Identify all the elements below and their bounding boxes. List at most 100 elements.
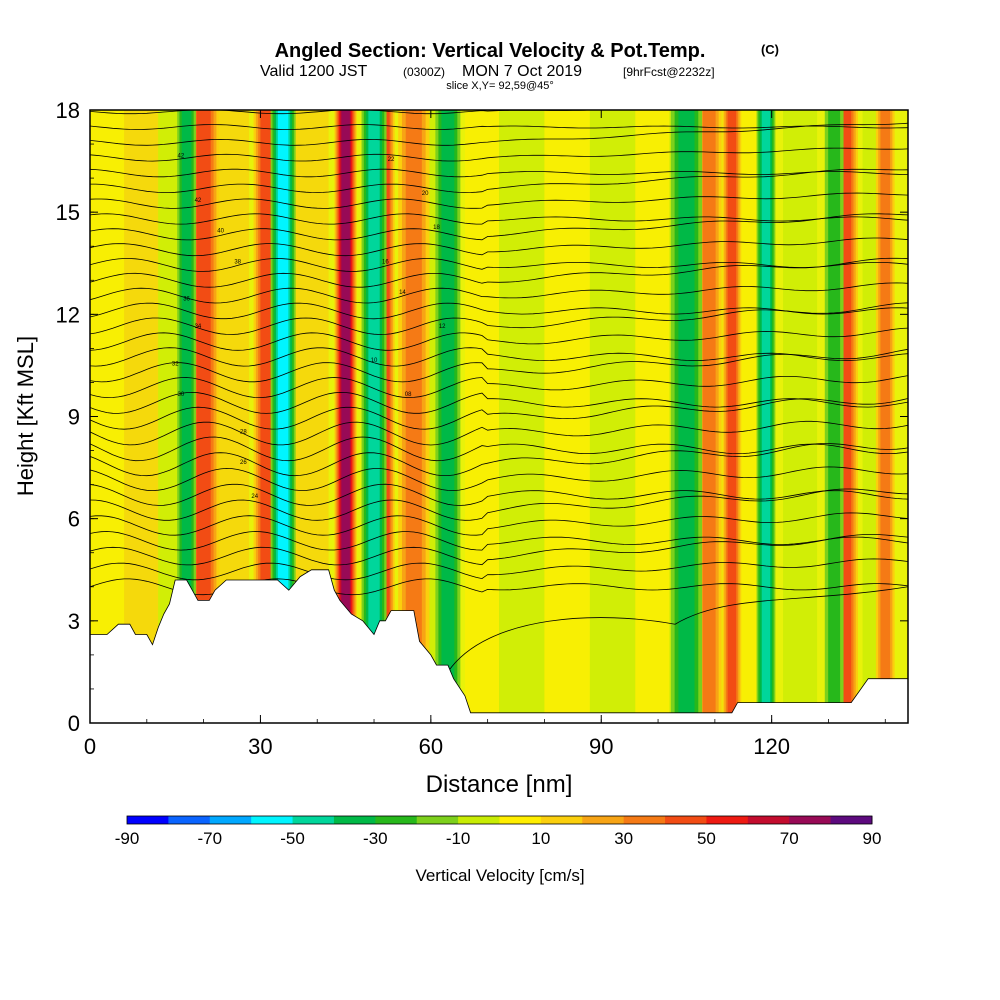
colorbar-swatch [209, 816, 252, 824]
downdraft-core [761, 110, 771, 723]
colorbar-tick-label: -10 [446, 829, 471, 848]
theta-contour [90, 168, 908, 178]
updraft-core [702, 110, 716, 723]
theta-label: 18 [433, 225, 440, 231]
colorbar-swatch [665, 816, 707, 824]
plot-area: 42 42 40 38 36 34 32 30 28 26 24 22 20 18 16 14 12 10 08 [90, 110, 908, 723]
theta-label: 20 [422, 191, 429, 197]
theta-label: 36 [183, 297, 190, 303]
chart-title: Angled Section: Vertical Velocity & Pot.… [275, 40, 706, 62]
vv-band [158, 110, 181, 723]
subtitle-fcst: [9hrFcst@2232z] [623, 65, 715, 79]
colorbar-swatch [416, 816, 459, 824]
updraft-core [196, 110, 211, 723]
vv-band [544, 110, 590, 723]
updraft-core [341, 110, 350, 723]
theta-contour [90, 391, 908, 414]
x-tick-label: 0 [84, 734, 96, 759]
colorbar-swatch [168, 816, 211, 824]
updraft-core [727, 110, 737, 723]
theta-contour [90, 398, 908, 430]
colorbar-swatch [830, 816, 873, 824]
vv-band [124, 110, 159, 723]
y-tick-label: 3 [68, 609, 80, 634]
downdraft-core [828, 110, 841, 723]
downdraft-core [277, 110, 289, 723]
colorbar-swatch [251, 816, 294, 824]
vv-band [635, 110, 670, 723]
colorbar-swatch [127, 816, 169, 824]
colorbar-tick-label: -70 [197, 829, 222, 848]
colorbar-swatch [458, 816, 500, 824]
colorbar-tick-label: -90 [115, 829, 140, 848]
theta-contour [90, 420, 908, 446]
colorbar-label: Vertical Velocity [cm/s] [415, 866, 584, 885]
y-tick-label: 6 [68, 507, 80, 532]
colorbar-tick-label: 50 [697, 829, 716, 848]
theta-label: 28 [240, 430, 247, 436]
colorbar-tick-label: 70 [780, 829, 799, 848]
theta-label: 42 [178, 154, 185, 160]
potential-temperature-contours: 42 42 40 38 36 34 32 30 28 26 24 22 20 18 16 14 12 10 08 [90, 110, 908, 673]
theta-contour [90, 124, 908, 130]
slice-label: slice X,Y= 92,59@45° [446, 80, 554, 92]
colorbar-swatch [789, 816, 832, 824]
theta-label: 38 [234, 259, 241, 265]
theta-label: 08 [405, 392, 412, 398]
updraft-core [839, 110, 852, 723]
theta-contour [90, 375, 908, 399]
theta-contour [90, 147, 908, 162]
colorbar-swatch [375, 816, 418, 824]
x-axis-label: Distance [nm] [426, 771, 573, 798]
theta-contour [90, 302, 908, 320]
theta-contour [90, 213, 908, 225]
vv-band [589, 110, 636, 723]
theta-contour [90, 443, 908, 477]
updraft-core [405, 110, 422, 723]
theta-contour [90, 436, 908, 462]
theta-contour [90, 168, 908, 194]
downdraft-core [181, 110, 192, 723]
theta-label: 30 [178, 392, 185, 398]
theta-label: 26 [240, 460, 247, 466]
subtitle-utc: (0300Z) [403, 65, 445, 79]
theta-contour [90, 192, 908, 209]
downdraft-core [678, 110, 695, 723]
updraft-core [880, 110, 891, 723]
downdraft-core [441, 110, 455, 723]
subtitle-date: MON 7 Oct 2019 [462, 63, 582, 80]
theta-label: 22 [388, 157, 395, 163]
theta-contour [90, 483, 908, 506]
theta-contour [90, 488, 908, 521]
theta-contour [90, 302, 908, 335]
downdraft-core [368, 110, 380, 723]
y-axis-label: Height [Kft MSL] [13, 336, 38, 496]
colorbar-tick-label: 10 [531, 829, 550, 848]
theta-contour [90, 348, 908, 383]
y-tick-label: 12 [56, 302, 80, 327]
x-tick-label: 30 [248, 734, 272, 759]
colorbar-swatch [747, 816, 790, 824]
theta-contour [90, 122, 908, 146]
theta-label: 10 [371, 358, 378, 364]
x-tick-label: 90 [589, 734, 613, 759]
colorbar-swatch [540, 816, 583, 824]
theta-label: 16 [382, 259, 389, 265]
theta-contour [447, 586, 908, 673]
theta-contour [90, 327, 908, 351]
y-tick-label: 18 [56, 98, 80, 123]
chart-title-unit: (C) [761, 42, 779, 57]
theta-label: 12 [439, 324, 446, 330]
terrain-mask [90, 569, 908, 723]
colorbar-tick-label: -30 [363, 829, 388, 848]
colorbar: -90 -70 -50 -30 -10 10 30 50 70 90 [115, 815, 882, 848]
colorbar-swatch [333, 816, 376, 824]
colorbar-tick-label: 90 [863, 829, 882, 848]
y-tick-label: 15 [56, 200, 80, 225]
x-tick-label: 120 [753, 734, 790, 759]
colorbar-frame [126, 815, 873, 825]
theta-label: 24 [251, 494, 258, 500]
colorbar-tick-label: -50 [280, 829, 305, 848]
theta-contour [90, 213, 908, 241]
